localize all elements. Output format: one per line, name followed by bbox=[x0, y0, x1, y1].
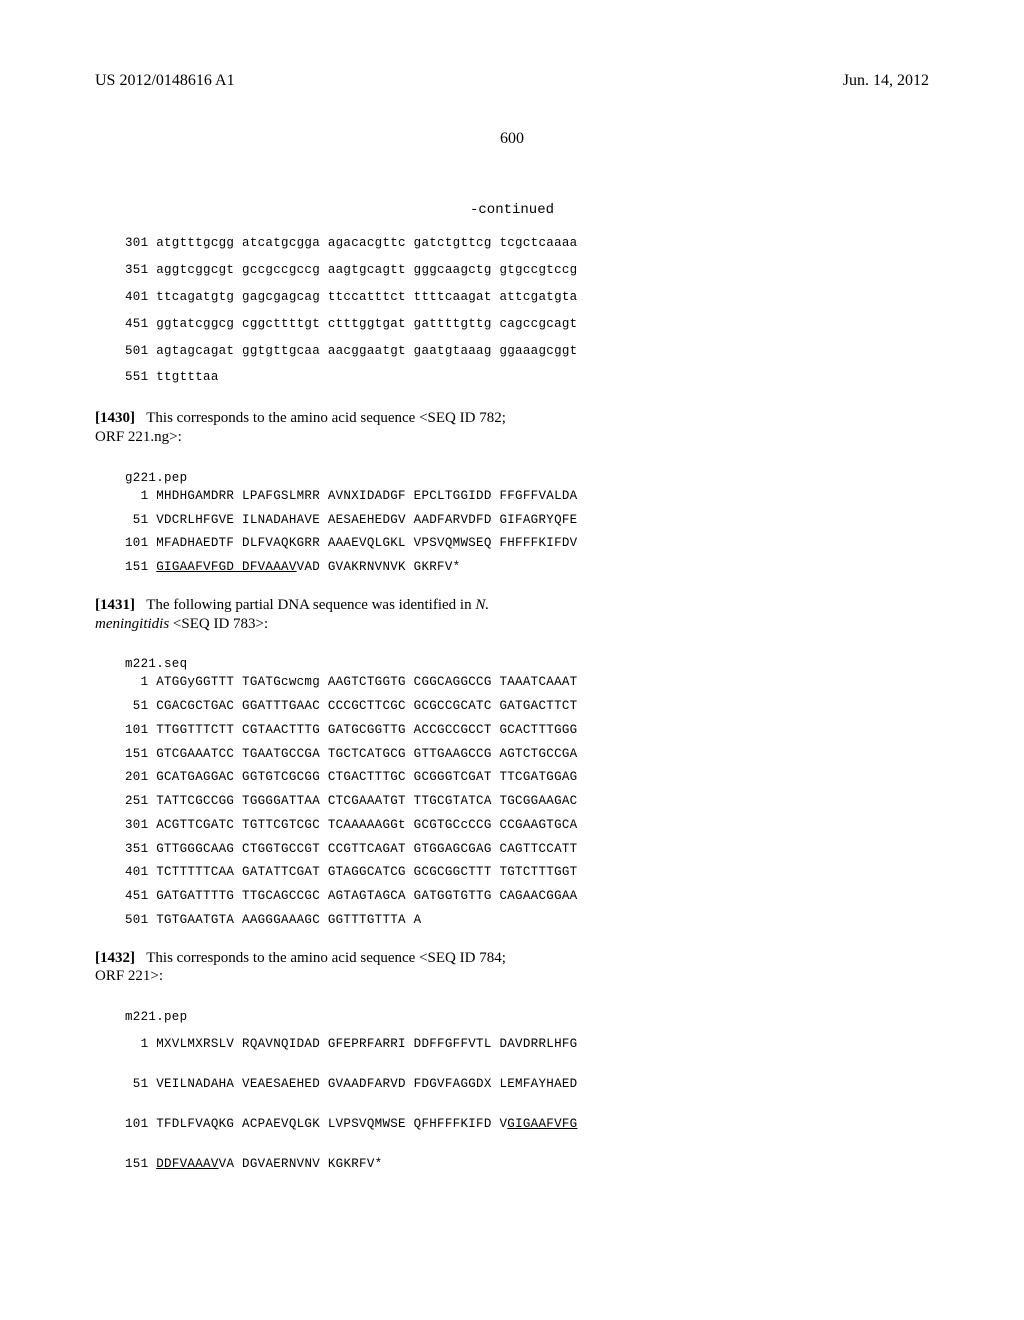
page-number: 600 bbox=[95, 130, 929, 148]
pub-date: Jun. 14, 2012 bbox=[843, 72, 929, 90]
para-ref: [1432] bbox=[95, 950, 135, 966]
g221-pep-block: 1 MHDHGAMDRR LPAFGSLMRR AVNXIDADGF EPCLT… bbox=[95, 485, 929, 580]
m221-seq-block: 1 ATGGyGGTTT TGATGcwcmg AAGTCTGGTG CGGCA… bbox=[95, 671, 929, 932]
dna-seq-continued: 301 atgtttgcgg atcatgcgga agacacgttc gat… bbox=[95, 230, 929, 391]
para-text-b: <SEQ ID 783>: bbox=[169, 616, 268, 632]
page-header: US 2012/0148616 A1 Jun. 14, 2012 bbox=[95, 72, 929, 90]
para-1431: [1431] The following partial DNA sequenc… bbox=[95, 596, 515, 634]
para-1432: [1432] This corresponds to the amino aci… bbox=[95, 949, 515, 987]
pub-number: US 2012/0148616 A1 bbox=[95, 72, 235, 90]
m221-pep-block: 1 MXVLMXRSLV RQAVNQIDAD GFEPRFARRI DDFFG… bbox=[95, 1024, 929, 1184]
m221-pep-label: m221.pep bbox=[95, 1010, 929, 1024]
para-text: This corresponds to the amino acid seque… bbox=[95, 410, 506, 445]
para-1430: [1430] This corresponds to the amino aci… bbox=[95, 409, 515, 447]
m221-seq-label: m221.seq bbox=[95, 657, 929, 671]
para-text: This corresponds to the amino acid seque… bbox=[95, 950, 506, 985]
para-ref: [1430] bbox=[95, 410, 135, 426]
g221-label: g221.pep bbox=[95, 471, 929, 485]
para-ref: [1431] bbox=[95, 597, 135, 613]
continued-label: -continued bbox=[95, 202, 929, 218]
para-text-a: The following partial DNA sequence was i… bbox=[146, 597, 475, 613]
